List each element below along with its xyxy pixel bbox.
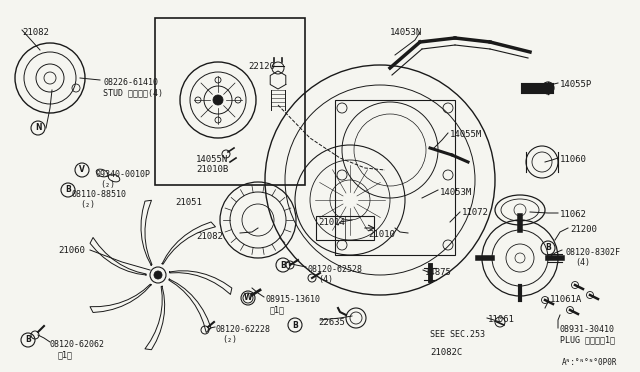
Text: 11072: 11072 bbox=[462, 208, 489, 217]
Polygon shape bbox=[270, 71, 286, 89]
Text: W: W bbox=[244, 294, 252, 302]
Text: （1）: （1） bbox=[270, 305, 285, 314]
Circle shape bbox=[154, 271, 162, 279]
Text: 22635: 22635 bbox=[318, 318, 345, 327]
Text: 21082: 21082 bbox=[22, 28, 49, 37]
Text: 11061: 11061 bbox=[488, 315, 515, 324]
Text: (₂): (₂) bbox=[222, 335, 237, 344]
Text: 11060: 11060 bbox=[560, 155, 587, 164]
Bar bbox=[335, 100, 455, 255]
Text: 21200: 21200 bbox=[570, 225, 597, 234]
Text: B: B bbox=[292, 321, 298, 330]
Text: 14053M: 14053M bbox=[440, 188, 472, 197]
Text: 14055P: 14055P bbox=[560, 80, 592, 89]
Text: 08226-61410: 08226-61410 bbox=[103, 78, 158, 87]
Polygon shape bbox=[170, 271, 232, 294]
Polygon shape bbox=[169, 279, 211, 333]
Text: B: B bbox=[65, 186, 71, 195]
Text: B: B bbox=[25, 336, 31, 344]
Text: 08931-30410: 08931-30410 bbox=[560, 325, 615, 334]
Text: 14053N: 14053N bbox=[390, 28, 422, 37]
Text: 11062: 11062 bbox=[560, 210, 587, 219]
Text: 14875: 14875 bbox=[425, 268, 452, 277]
Text: B: B bbox=[280, 260, 286, 269]
Polygon shape bbox=[162, 222, 216, 264]
Text: 11061A: 11061A bbox=[550, 295, 582, 304]
Text: 21082C: 21082C bbox=[430, 348, 462, 357]
Polygon shape bbox=[90, 284, 151, 312]
Text: B: B bbox=[545, 244, 551, 253]
Text: 08915-13610: 08915-13610 bbox=[265, 295, 320, 304]
Polygon shape bbox=[145, 286, 164, 350]
Text: 21051: 21051 bbox=[175, 198, 202, 207]
Text: (4): (4) bbox=[575, 258, 590, 267]
Text: (₂): (₂) bbox=[80, 200, 95, 209]
Text: 21010B: 21010B bbox=[196, 165, 228, 174]
Text: 08110-88510: 08110-88510 bbox=[72, 190, 127, 199]
Text: 09340-0010P: 09340-0010P bbox=[95, 170, 150, 179]
Text: V: V bbox=[79, 166, 85, 174]
Text: SEE SEC.253: SEE SEC.253 bbox=[430, 330, 485, 339]
Text: PLUG プラグ（1）: PLUG プラグ（1） bbox=[560, 335, 615, 344]
Text: 21010: 21010 bbox=[368, 230, 395, 239]
Bar bbox=[155, 18, 305, 185]
Text: N: N bbox=[35, 124, 41, 132]
Text: (4): (4) bbox=[318, 275, 333, 284]
Text: 08120-8302F: 08120-8302F bbox=[565, 248, 620, 257]
Bar bbox=[316, 216, 374, 240]
Text: (₂): (₂) bbox=[100, 180, 115, 189]
Polygon shape bbox=[90, 237, 146, 275]
Text: STUD スタッド(4): STUD スタッド(4) bbox=[103, 88, 163, 97]
Text: （1）: （1） bbox=[58, 350, 73, 359]
Circle shape bbox=[213, 95, 223, 105]
Text: 21082: 21082 bbox=[196, 232, 223, 241]
Text: 22120: 22120 bbox=[248, 62, 275, 71]
Text: 14055M: 14055M bbox=[450, 130, 483, 139]
Text: 08120-62228: 08120-62228 bbox=[215, 325, 270, 334]
Text: 21060: 21060 bbox=[58, 246, 85, 255]
Polygon shape bbox=[141, 200, 152, 265]
Text: 21014: 21014 bbox=[318, 218, 345, 227]
Text: 08120-62062: 08120-62062 bbox=[50, 340, 105, 349]
Text: 14055N: 14055N bbox=[196, 155, 228, 164]
Text: Aᴺ:°ᴺ°ᴺ°0P0R: Aᴺ:°ᴺ°ᴺ°0P0R bbox=[562, 358, 618, 367]
Text: 08120-62528: 08120-62528 bbox=[307, 265, 362, 274]
